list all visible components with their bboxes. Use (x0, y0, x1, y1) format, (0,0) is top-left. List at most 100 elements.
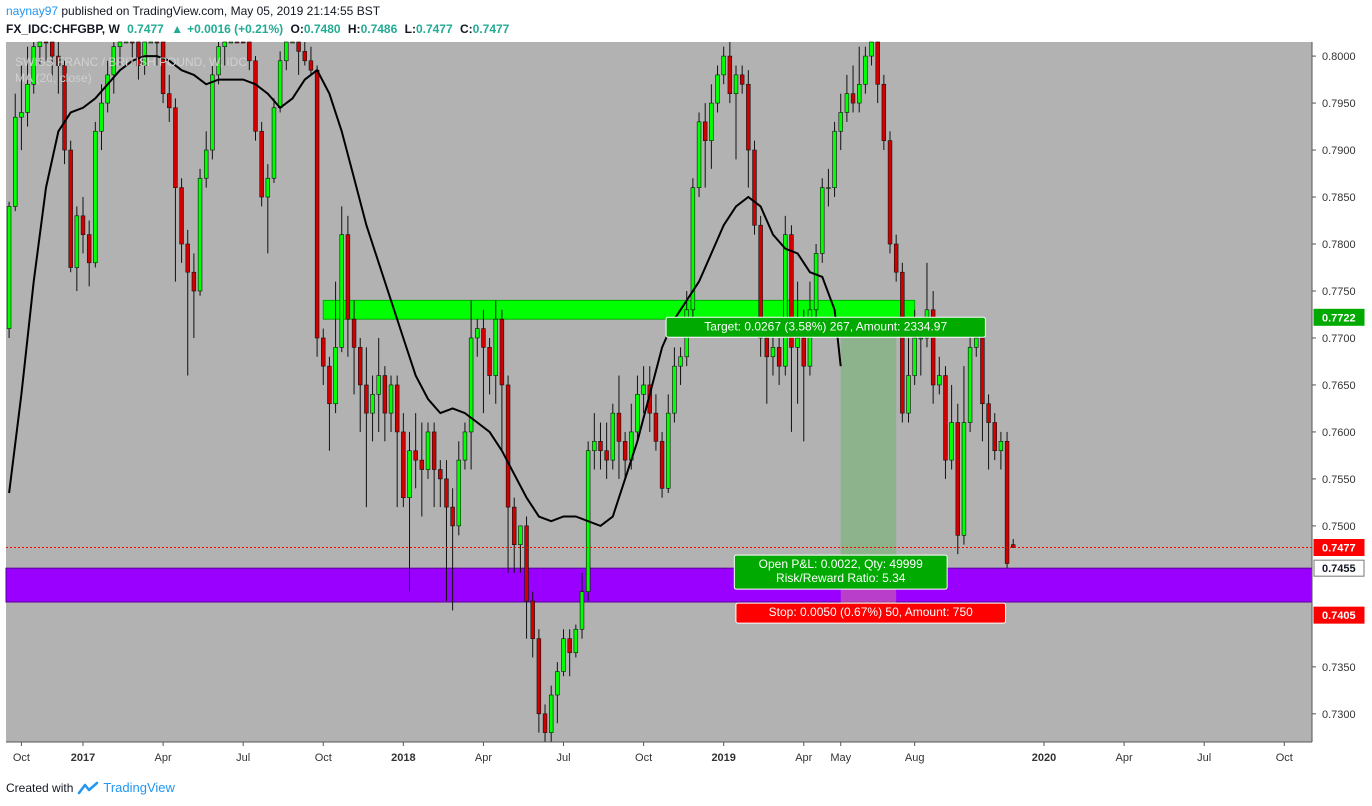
candle-down (308, 60, 314, 71)
price-label-box (1313, 308, 1365, 326)
candle-down (43, 41, 49, 44)
candle-up (844, 93, 850, 113)
candle-down (179, 187, 184, 245)
candle-up (998, 441, 1004, 452)
symbol-name: FX_IDC:CHFGBP, W (6, 22, 120, 36)
candle-up (456, 459, 461, 527)
pnl-label-text: Risk/Reward Ratio: 5.34 (776, 571, 906, 585)
candle-down (62, 65, 67, 151)
y-tick-label: 0.7650 (1322, 380, 1356, 392)
candle-up (974, 337, 979, 348)
candle-up (74, 215, 80, 268)
candle-down (401, 431, 406, 499)
candle-up (579, 591, 585, 630)
price-label-text: 0.7455 (1322, 563, 1356, 575)
candle-up (967, 347, 973, 423)
candle-up (117, 41, 123, 47)
y-tick-label: 0.7600 (1322, 427, 1356, 439)
candle-down (247, 41, 252, 62)
chart-title: SWISS FRANC / BRITISH POUND, W, IDC (15, 55, 247, 69)
candle-up (370, 394, 375, 414)
candle-down (450, 506, 455, 527)
candle-up (148, 41, 153, 44)
price-label-box (1313, 539, 1365, 557)
tradingview-logo-icon (78, 781, 99, 794)
candle-up (277, 60, 283, 109)
candle-down (413, 450, 418, 461)
pnl-label-text: Open P&L: 0.0022, Qty: 49999 (759, 557, 923, 571)
y-tick-label: 0.8000 (1322, 51, 1356, 63)
candle-down (394, 384, 400, 433)
candle-up (573, 628, 579, 654)
x-tick-label: 2019 (711, 752, 735, 764)
candle-up (37, 41, 43, 47)
x-tick-label: Oct (635, 752, 652, 764)
candle-up (770, 347, 776, 358)
candle-up (641, 384, 646, 395)
candle-down (992, 422, 997, 452)
candle-up (25, 83, 30, 113)
candle-up (592, 441, 597, 452)
candle-up (721, 55, 726, 76)
candle-down (296, 41, 301, 52)
price-axis[interactable] (1312, 42, 1372, 742)
time-axis[interactable] (0, 742, 1312, 772)
candle-down (505, 384, 511, 508)
candle-up (265, 177, 271, 198)
candle-down (801, 337, 806, 367)
x-tick-label: Jul (236, 752, 250, 764)
candle-down (444, 478, 449, 508)
published-text: published on TradingView.com, May 05, 20… (58, 4, 381, 18)
candle-up (690, 187, 696, 311)
candle-down (604, 450, 609, 461)
candle-down (253, 60, 258, 132)
candle-up (820, 187, 825, 254)
candle-up (863, 55, 868, 85)
price-label-box (1313, 559, 1365, 577)
tradingview-brand[interactable]: TradingView (103, 780, 175, 795)
candle-down (752, 149, 757, 226)
last-price: 0.7477 (127, 22, 164, 36)
candle-down (234, 41, 240, 44)
candle-up (333, 347, 338, 405)
y-tick-label: 0.7550 (1322, 474, 1356, 486)
author-link[interactable]: naynay97 (6, 4, 59, 18)
y-tick-label: 0.7900 (1322, 145, 1356, 157)
y-tick-label: 0.7850 (1322, 192, 1356, 204)
candle-up (376, 375, 381, 395)
candle-down (185, 243, 190, 273)
candle-down (431, 431, 437, 470)
candle-up (906, 375, 911, 414)
y-tick-label: 0.7300 (1322, 709, 1356, 721)
low-label: L: (404, 22, 416, 36)
candle-down (259, 130, 264, 198)
x-tick-label: 2020 (1032, 752, 1056, 764)
target-label-text: Target: 0.0267 (3.58%) 267, Amount: 2334… (704, 319, 947, 333)
candle-down (1011, 544, 1016, 548)
candle-down (154, 41, 160, 44)
candle-up (666, 412, 671, 489)
candle-up (795, 337, 800, 348)
candle-down (80, 215, 86, 235)
candle-down (345, 234, 351, 320)
indicator-label: MA (20, close) (15, 71, 92, 85)
candle-up (93, 130, 98, 264)
candle-up (99, 102, 104, 132)
candle-down (364, 384, 369, 414)
candle-down (598, 441, 603, 452)
candle-up (216, 46, 221, 76)
candle-down (382, 375, 388, 414)
open-label: O: (290, 22, 304, 36)
candle-down (302, 51, 307, 62)
support-zone (5, 567, 1313, 603)
candle-down (512, 506, 517, 545)
candle-up (715, 74, 720, 104)
candle-up (949, 422, 954, 461)
x-tick-label: Apr (795, 752, 812, 764)
close-label: C: (459, 22, 473, 36)
stop-label-text: Stop: 0.0050 (0.67%) 50, Amount: 750 (769, 605, 973, 619)
candle-up (635, 394, 640, 433)
candle-down (727, 55, 733, 94)
x-tick-label: Jul (556, 752, 570, 764)
